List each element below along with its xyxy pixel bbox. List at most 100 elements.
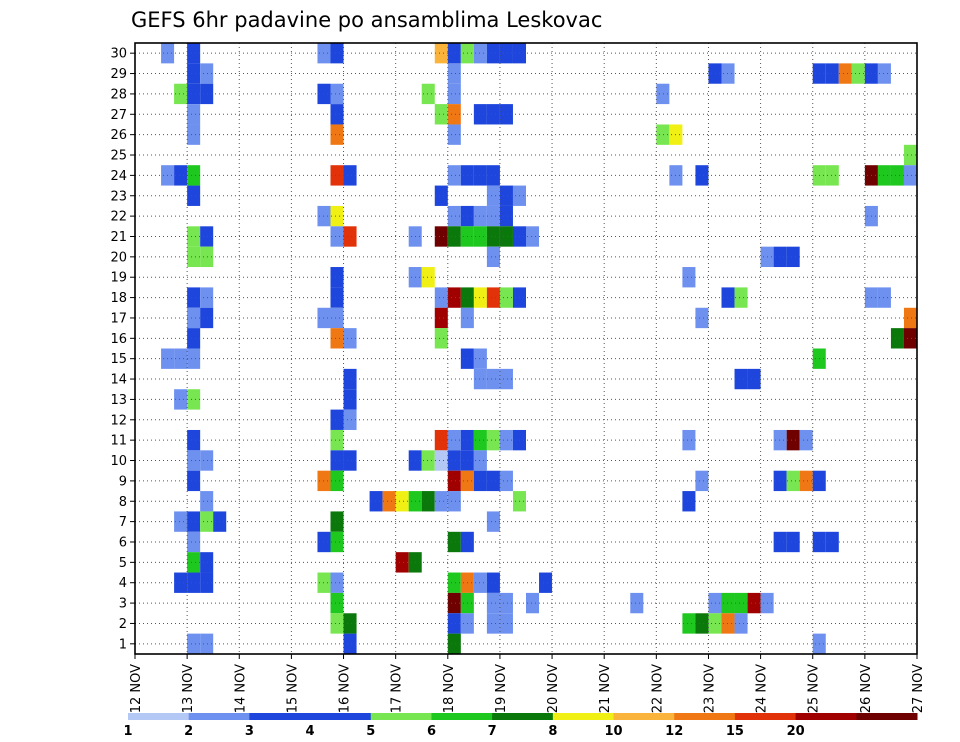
precip-cell <box>721 287 735 308</box>
precip-cell <box>825 165 839 186</box>
precip-cell <box>421 267 435 288</box>
precip-cell <box>330 124 344 145</box>
precip-cell <box>682 491 696 512</box>
precip-cell <box>187 165 201 186</box>
precip-cell <box>473 470 487 492</box>
precip-cell <box>473 104 487 125</box>
precip-cell <box>421 83 435 105</box>
precip-cell <box>434 287 448 308</box>
precip-cell <box>486 613 500 634</box>
precip-cell <box>434 43 448 64</box>
legend-swatch <box>674 713 736 720</box>
precip-cell <box>187 470 201 492</box>
precip-cell <box>486 104 500 125</box>
axis-ticks: 1234567891011121314151617181920212223242… <box>110 47 926 714</box>
precip-cell <box>734 592 748 614</box>
precip-cell <box>773 429 787 451</box>
precip-cell <box>187 348 201 369</box>
precip-cell <box>486 572 500 593</box>
precip-cell <box>200 552 214 573</box>
y-tick-label: 24 <box>110 169 127 184</box>
legend-swatch <box>492 713 554 720</box>
precip-cell <box>903 144 917 166</box>
precip-cell <box>499 429 513 451</box>
x-tick-label: 25 NOV <box>807 664 822 713</box>
precip-cell <box>447 104 461 125</box>
x-tick-label: 22 NOV <box>650 664 665 713</box>
y-tick-label: 27 <box>110 108 127 123</box>
legend-label: 6 <box>427 724 436 739</box>
precip-cell <box>903 307 917 329</box>
precip-cell <box>447 287 461 308</box>
y-tick-label: 20 <box>110 250 127 265</box>
precip-cell <box>499 226 513 247</box>
precip-cell <box>786 531 800 553</box>
precip-cell <box>330 226 344 247</box>
y-tick-label: 17 <box>110 311 127 326</box>
precip-cell <box>174 83 188 105</box>
precip-cell <box>330 531 344 553</box>
precip-cell <box>799 470 813 492</box>
precip-cell <box>447 429 461 451</box>
precip-cell <box>486 226 500 247</box>
legend-swatch <box>431 713 493 720</box>
precip-cell <box>486 205 500 227</box>
y-tick-label: 23 <box>110 189 127 204</box>
precip-cell <box>187 124 201 145</box>
legend-swatch <box>128 713 190 720</box>
chart-title: GEFS 6hr padavine po ansamblima Leskovac <box>131 8 602 32</box>
precip-cell <box>447 592 461 614</box>
precip-cell <box>851 63 865 84</box>
precip-cell <box>343 328 357 349</box>
precip-cell <box>708 613 722 634</box>
precip-cell <box>734 613 748 634</box>
y-tick-label: 4 <box>119 576 127 591</box>
precip-cell <box>421 491 435 512</box>
precip-cell <box>174 165 188 186</box>
precip-cell <box>747 592 761 614</box>
precip-cell <box>499 470 513 492</box>
precip-cell <box>395 552 409 573</box>
precip-cell <box>447 205 461 227</box>
precip-cell <box>447 531 461 553</box>
x-tick-label: 17 NOV <box>390 664 405 713</box>
y-tick-label: 11 <box>110 434 127 449</box>
precip-cell <box>434 491 448 512</box>
precip-cell <box>877 165 891 186</box>
y-tick-label: 30 <box>110 47 127 62</box>
precip-cell <box>434 307 448 329</box>
x-tick-label: 20 NOV <box>546 664 561 713</box>
precip-cell <box>447 63 461 84</box>
precip-cell <box>343 613 357 634</box>
precip-cell <box>187 429 201 451</box>
precip-cell <box>486 592 500 614</box>
precip-cell <box>343 226 357 247</box>
precip-cell <box>695 613 709 634</box>
legend-swatch <box>613 713 675 720</box>
precip-cell <box>682 267 696 288</box>
precip-cell <box>187 246 201 268</box>
legend-label: 20 <box>787 724 805 739</box>
y-tick-label: 7 <box>119 515 127 530</box>
precip-cell <box>773 531 787 553</box>
precip-cell <box>903 328 917 349</box>
precip-cell <box>903 165 917 186</box>
x-tick-label: 12 NOV <box>129 664 144 713</box>
legend-swatch <box>249 713 311 720</box>
legend-swatch <box>188 713 250 720</box>
precip-cell <box>434 450 448 471</box>
y-tick-label: 2 <box>119 617 127 632</box>
precip-cell <box>473 429 487 451</box>
precip-cell <box>330 429 344 451</box>
precip-cell <box>434 226 448 247</box>
precip-cell <box>473 43 487 64</box>
precip-cell <box>187 83 201 105</box>
precip-cell <box>343 165 357 186</box>
legend-label: 3 <box>245 724 254 739</box>
y-tick-label: 8 <box>119 495 127 510</box>
precip-cell <box>890 328 904 349</box>
precip-cell <box>330 104 344 125</box>
precip-cell <box>473 572 487 593</box>
legend-label: 4 <box>306 724 315 739</box>
precip-cell <box>187 450 201 471</box>
